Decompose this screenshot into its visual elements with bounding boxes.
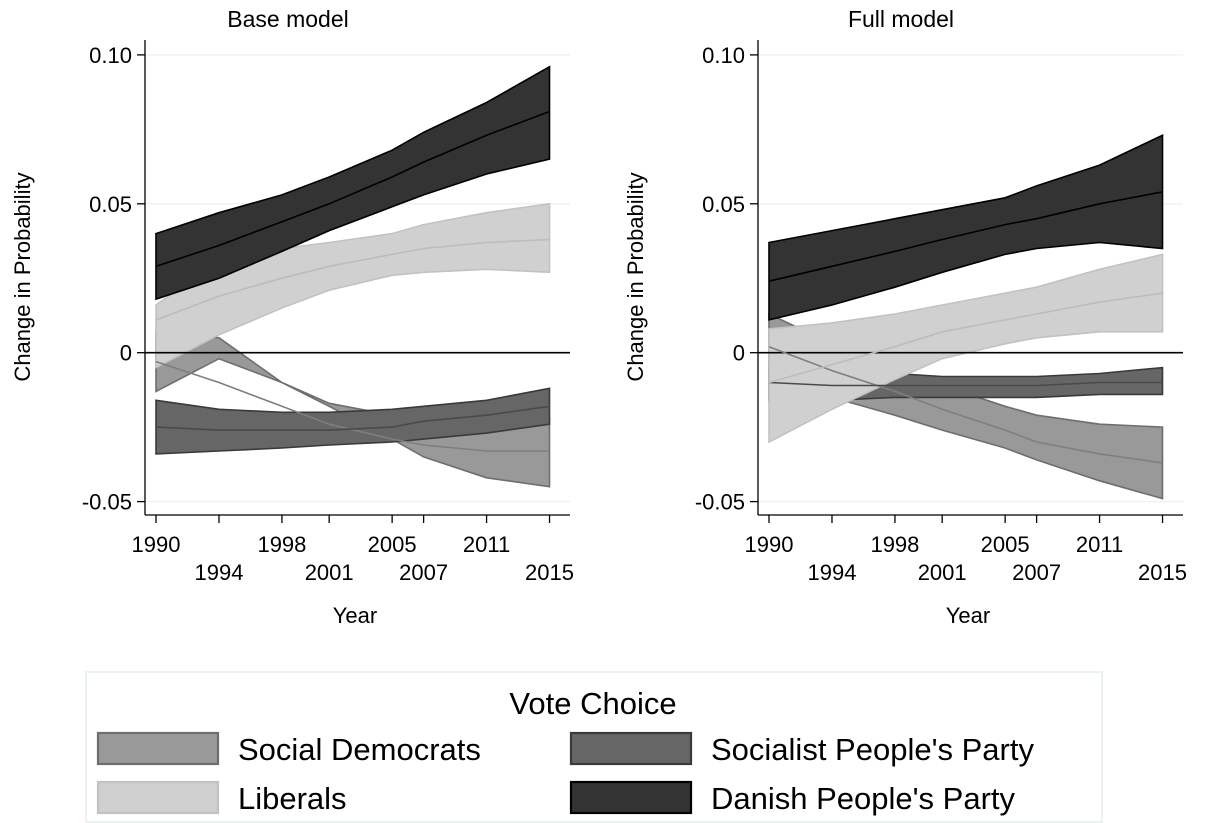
legend: Vote Choice Social Democrats Socialist Pe… [85, 671, 1103, 823]
estimate-line-social-democrats [768, 345, 1163, 464]
legend-label: Socialist People's Party [711, 732, 1034, 767]
legend-swatch [96, 780, 220, 815]
legend-item-socialist-people-s-party: Socialist People's Party [569, 731, 1034, 767]
x-tick-label: 1990 [745, 532, 794, 557]
y-tick-label: 0.05 [89, 192, 132, 217]
axes: -0.05 0 0.05 0.10 1990 1994 1998 2001 2005 2007 20… [695, 40, 1187, 585]
ci-band-liberals [768, 253, 1164, 444]
legend-items: Social Democrats Socialist People's Party… [96, 731, 1034, 816]
legend-title: Vote Choice [509, 686, 676, 721]
legend-item-social-democrats: Social Democrats [96, 731, 481, 767]
x-tick-label: 2011 [1076, 532, 1123, 557]
legend-swatch [569, 780, 693, 815]
x-tick-label: 1998 [257, 532, 306, 557]
x-tick-label: 2007 [1012, 560, 1061, 585]
estimate-line-liberals [768, 292, 1163, 384]
x-axis-title: Year [946, 603, 990, 628]
x-tick-label: 2015 [1138, 560, 1187, 585]
legend-swatch [569, 731, 693, 766]
ci-band-liberals [155, 202, 551, 369]
panel-title: Full model [848, 6, 954, 32]
estimate-line-socialist-people-s-party [155, 405, 550, 431]
full-model-panel: Full model -0.05 0 0.05 0.10 1990 1994 1998 200… [623, 6, 1187, 628]
y-axis-title: Change in Probability [10, 172, 35, 381]
x-tick-label: 1994 [195, 560, 244, 585]
ci-band-danish-people-s-party [155, 65, 551, 301]
panel-title: Base model [227, 6, 348, 32]
legend-swatch [96, 731, 220, 766]
axes: -0.05 0 0.05 0.10 1990 1994 1998 2001 2005 2007 20… [82, 40, 574, 585]
legend-label: Danish People's Party [711, 781, 1016, 816]
x-tick-label: 1994 [808, 560, 857, 585]
y-tick-label: -0.05 [82, 490, 132, 515]
estimate-line-liberals [155, 238, 550, 321]
confidence-bands [155, 65, 551, 488]
estimate-lines [145, 110, 570, 452]
y-tick-label: 0.05 [702, 192, 745, 217]
x-tick-label: 2005 [981, 532, 1030, 557]
ci-band-danish-people-s-party [768, 134, 1164, 321]
x-tick-label: 2015 [525, 560, 574, 585]
legend-item-danish-people-s-party: Danish People's Party [569, 780, 1016, 816]
y-tick-label: -0.05 [695, 490, 745, 515]
y-tick-label: 0 [733, 341, 745, 366]
estimate-line-danish-people-s-party [768, 191, 1163, 282]
x-tick-label: 2011 [463, 532, 510, 557]
x-tick-label: 2001 [918, 560, 967, 585]
y-tick-label: 0.10 [89, 43, 132, 68]
legend-label: Social Democrats [238, 732, 481, 767]
y-axis-title: Change in Probability [623, 172, 648, 381]
estimate-line-danish-people-s-party [155, 110, 550, 268]
x-tick-label: 2007 [399, 560, 448, 585]
base-model-panel: Base model -0.05 0 0.05 0.10 1990 1994 1998 200… [10, 6, 574, 628]
estimate-lines [758, 191, 1183, 464]
x-tick-label: 1990 [132, 532, 181, 557]
confidence-bands [768, 134, 1164, 500]
x-axis-title: Year [333, 603, 377, 628]
x-tick-label: 2005 [368, 532, 417, 557]
y-tick-label: 0.10 [702, 43, 745, 68]
legend-label: Liberals [238, 781, 347, 816]
x-tick-label: 2001 [305, 560, 354, 585]
ci-band-socialist-people-s-party [155, 387, 551, 455]
estimate-line-social-democrats [155, 360, 550, 452]
legend-item-liberals: Liberals [96, 780, 347, 816]
x-tick-label: 1998 [870, 532, 919, 557]
y-tick-label: 0 [120, 341, 132, 366]
estimate-line-socialist-people-s-party [768, 381, 1163, 387]
